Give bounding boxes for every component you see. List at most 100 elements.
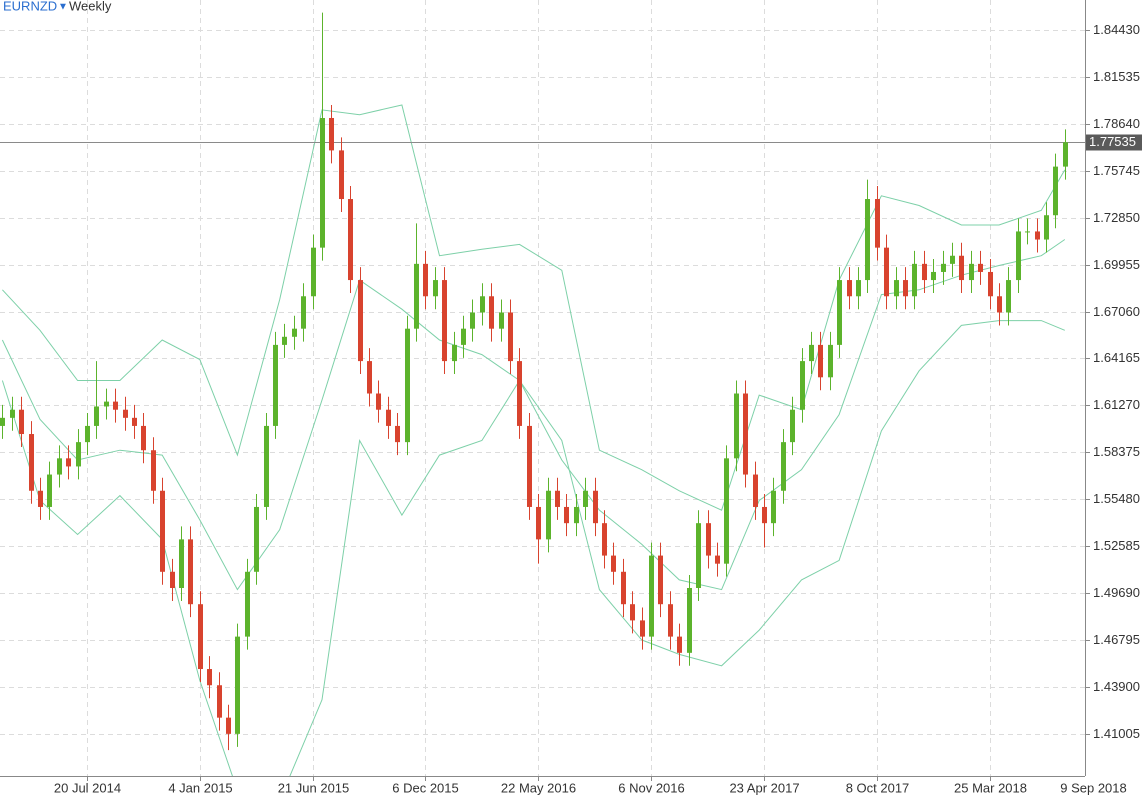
x-tick-label: 20 Jul 2014	[54, 780, 121, 795]
candle-body	[640, 620, 645, 637]
candle-body	[630, 604, 635, 621]
candle-body	[546, 490, 551, 540]
candle-body	[1063, 142, 1068, 167]
candle-body	[433, 280, 438, 297]
candle-body	[414, 263, 419, 329]
candle-body	[141, 425, 146, 451]
candle-body	[499, 312, 504, 329]
candle-body	[602, 523, 607, 556]
candle-body	[85, 425, 90, 443]
candle-body	[621, 571, 626, 605]
candle-body	[217, 685, 222, 718]
candle-body	[753, 474, 758, 507]
candle-body	[282, 336, 287, 345]
candle-body	[264, 425, 269, 507]
y-tick-label: 1.61270	[1093, 397, 1140, 412]
candle-body	[781, 442, 786, 491]
candle-body	[207, 669, 212, 686]
candle-body	[734, 393, 739, 459]
candle-body	[235, 636, 240, 734]
y-tick-label: 1.84430	[1093, 22, 1140, 37]
candle-body	[29, 434, 34, 491]
y-tick-label: 1.69955	[1093, 257, 1140, 272]
candle-body	[517, 361, 522, 426]
x-tick-label: 21 Jun 2015	[278, 780, 350, 795]
candle-body	[837, 280, 842, 345]
symbol-header[interactable]: EURNZD ▼ Weekly	[3, 0, 112, 13]
candle-body	[113, 401, 118, 410]
candle-body	[536, 506, 541, 540]
candle-body	[301, 296, 306, 329]
candle-body	[574, 506, 579, 524]
candle-body	[790, 409, 795, 443]
candle-body	[386, 409, 391, 426]
candle-body	[395, 425, 400, 443]
candle-body	[922, 263, 927, 281]
candle-body	[198, 604, 203, 670]
x-tick-label: 23 Apr 2017	[729, 780, 799, 795]
candle-body	[724, 458, 729, 564]
x-tick-label: 9 Sep 2018	[1060, 780, 1127, 795]
candle-body	[38, 490, 43, 507]
y-tick-label: 1.41005	[1093, 726, 1140, 741]
candle-body	[762, 506, 767, 524]
candle-body	[969, 263, 974, 281]
candle-body	[1044, 215, 1049, 240]
candle-body	[950, 255, 955, 264]
candle-body	[367, 361, 372, 394]
candle-body	[358, 280, 363, 362]
candle-body	[1053, 166, 1058, 216]
candle-body	[856, 280, 861, 297]
candle-body	[847, 280, 852, 297]
candle-body	[461, 328, 466, 345]
x-tick-label: 6 Dec 2015	[392, 780, 459, 795]
grid	[0, 0, 1085, 776]
candle-body	[245, 571, 250, 637]
candle-body	[1006, 280, 1011, 313]
candle-body	[527, 425, 532, 507]
y-tick-label: 1.64165	[1093, 350, 1140, 365]
candle-body	[649, 555, 654, 637]
y-tick-label: 1.43900	[1093, 679, 1140, 694]
candle-body	[76, 442, 81, 467]
bollinger-upper	[2, 104, 1066, 511]
candle-body	[19, 409, 24, 435]
candle-body	[170, 571, 175, 588]
candle-body	[47, 474, 52, 507]
x-tick-label: 6 Nov 2016	[618, 780, 685, 795]
candle-body	[480, 296, 485, 313]
candle-body	[771, 490, 776, 524]
y-tick-label: 1.81535	[1093, 69, 1140, 84]
candle-body	[508, 312, 513, 362]
candle-body	[292, 328, 297, 337]
candle-body	[66, 458, 71, 467]
candle-body	[997, 296, 1002, 313]
candle-body	[0, 417, 5, 426]
candle-body	[978, 263, 983, 272]
axes: 1.84430 1.81535 1.78640 1.75745 1.72850 1.699…	[54, 22, 1142, 795]
candle-body	[696, 523, 701, 588]
timeframe[interactable]: Weekly	[69, 0, 112, 13]
bollinger-lower	[1, 320, 1065, 776]
candle-body	[311, 247, 316, 297]
candle-body	[123, 409, 128, 418]
plot-area	[0, 12, 1085, 776]
candle-body	[828, 344, 833, 378]
candle-body	[668, 604, 673, 637]
bollinger-middle	[1, 239, 1066, 591]
y-tick-label: 1.67060	[1093, 304, 1140, 319]
symbol[interactable]: EURNZD	[3, 0, 57, 13]
candle-body	[423, 263, 428, 297]
candle-body	[912, 263, 917, 297]
candle-body	[941, 263, 946, 272]
dropdown-arrow[interactable]: ▼	[58, 2, 68, 13]
candle-body	[339, 150, 344, 200]
candle-body	[715, 555, 720, 564]
candle-body	[188, 539, 193, 605]
candle-body	[706, 523, 711, 556]
candle-body	[452, 344, 457, 362]
x-tick-label: 8 Oct 2017	[846, 780, 910, 795]
candle-body	[104, 401, 109, 407]
